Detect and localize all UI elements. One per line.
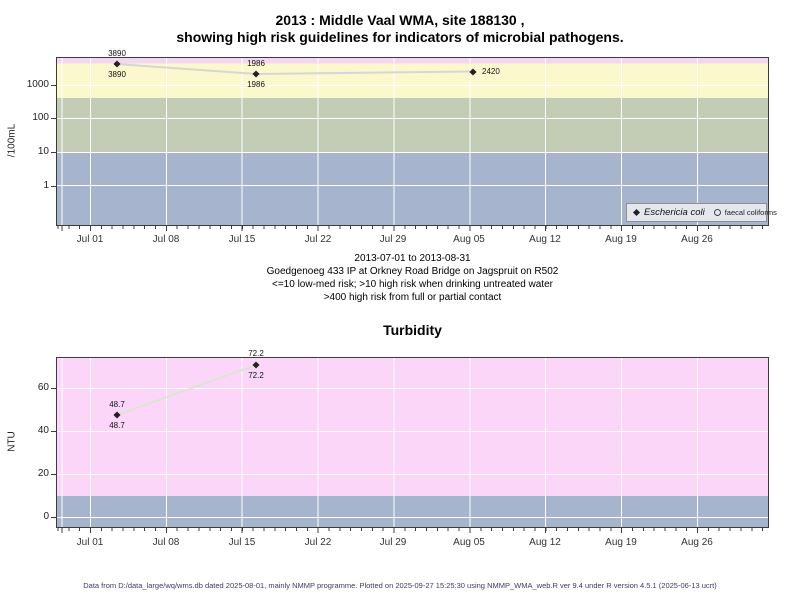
y-tick-label: 20: [37, 468, 49, 479]
y-tick-mark: [51, 186, 57, 187]
footer-note: Data from D:/data_large/wq/wms.db dated …: [83, 581, 717, 590]
point-label: 2420: [482, 67, 500, 76]
point-label: 72.2: [248, 371, 264, 380]
title-line-2: showing high risk guidelines for indicat…: [176, 29, 624, 45]
caption-site: Goedgenoeg 433 IP at Orkney Road Bridge …: [266, 266, 559, 277]
y-tick-mark: [51, 388, 57, 389]
legend-entry-ecoli: Eschericia coli: [644, 207, 705, 218]
horizontal-gridline: [57, 152, 768, 153]
x-axis-major-ticks: [57, 528, 768, 533]
horizontal-gridline: [57, 474, 768, 475]
legend-entry-faecal: faecal coliforms: [724, 208, 777, 217]
y-tick-mark: [51, 118, 57, 119]
legend-box: Eschericia coli faecal coliforms: [626, 203, 777, 222]
x-tick-label: Aug 05: [453, 234, 485, 245]
caption-date-range: 2013-07-01 to 2013-08-31: [354, 253, 471, 264]
y-tick-label: 1: [43, 180, 49, 191]
turbidity-series-line: [116, 364, 257, 416]
x-tick-label: Jul 29: [379, 234, 407, 245]
x-axis-labels-microbial: Jul 01 Jul 08 Jul 15 Jul 22 Jul 29 Aug 0…: [57, 234, 768, 246]
point-label: 48.7: [109, 400, 125, 409]
y-tick-mark: [51, 152, 57, 153]
horizontal-gridline: [57, 85, 768, 86]
point-label: 48.7: [109, 421, 125, 430]
ecoli-series-line: [116, 63, 474, 76]
x-axis-major-ticks: [57, 226, 768, 231]
open-circle-icon: [713, 209, 721, 216]
y-tick-label: 10: [37, 146, 49, 157]
horizontal-gridline: [57, 388, 768, 389]
y-tick-mark: [51, 431, 57, 432]
page-title: 2013 : Middle Vaal WMA, site 188130 , sh…: [0, 12, 800, 46]
y-tick-mark: [51, 474, 57, 475]
y-tick-label: 60: [37, 382, 49, 393]
y-tick-mark: [51, 85, 57, 86]
x-axis-labels-turbidity: Jul 01 Jul 08 Jul 15 Jul 22 Jul 29 Aug 0…: [57, 537, 768, 549]
caption-guideline-2: >400 high risk from full or partial cont…: [323, 292, 502, 303]
x-tick-label: Aug 26: [681, 537, 713, 548]
x-tick-label: Jul 01: [76, 234, 104, 245]
point-label: 3890: [108, 49, 126, 58]
y-tick-label: 0: [43, 511, 49, 522]
horizontal-gridline: [57, 185, 768, 186]
x-tick-label: Aug 05: [453, 537, 485, 548]
y-axis-label-microbial: /100mL: [6, 123, 18, 158]
y-tick-mark: [51, 517, 57, 518]
x-tick-label: Aug 19: [605, 234, 637, 245]
x-tick-label: Jul 29: [379, 537, 407, 548]
y-tick-label: 1000: [26, 79, 49, 90]
caption-guideline-1: <=10 low-med risk; >10 high risk when dr…: [272, 279, 553, 290]
horizontal-gridline: [57, 431, 768, 432]
point-label: 72.2: [248, 349, 264, 358]
turbidity-title: Turbidity: [383, 322, 442, 338]
x-tick-label: Jul 22: [304, 537, 332, 548]
y-tick-label: 100: [32, 112, 49, 123]
x-tick-label: Jul 08: [152, 234, 180, 245]
x-tick-label: Aug 19: [605, 537, 637, 548]
title-line-1: 2013 : Middle Vaal WMA, site 188130 ,: [275, 12, 525, 28]
point-label: 1986: [247, 59, 265, 68]
x-tick-label: Aug 12: [529, 234, 561, 245]
horizontal-gridline: [57, 118, 768, 119]
microbial-plot-area: 3890 3890 1986 1986 2420 Eschericia coli…: [56, 50, 777, 226]
horizontal-gridline: [57, 517, 768, 518]
x-tick-label: Jul 15: [228, 234, 256, 245]
chart-captions: 2013-07-01 to 2013-08-31 Goedgenoeg 433 …: [57, 252, 768, 304]
x-tick-label: Jul 15: [228, 537, 256, 548]
x-tick-label: Jul 08: [152, 537, 180, 548]
turbidity-plot-area: 48.7 48.7 72.2 72.2: [56, 350, 769, 528]
y-axis-label-turbidity: NTU: [6, 431, 18, 452]
y-tick-label: 40: [37, 425, 49, 436]
x-tick-label: Aug 12: [529, 537, 561, 548]
filled-diamond-icon: [632, 208, 641, 217]
vertical-gridlines: [57, 358, 768, 527]
x-tick-label: Jul 22: [304, 234, 332, 245]
point-label: 3890: [108, 70, 126, 79]
x-tick-label: Jul 01: [76, 537, 104, 548]
point-label: 1986: [247, 80, 265, 89]
x-tick-label: Aug 26: [681, 234, 713, 245]
